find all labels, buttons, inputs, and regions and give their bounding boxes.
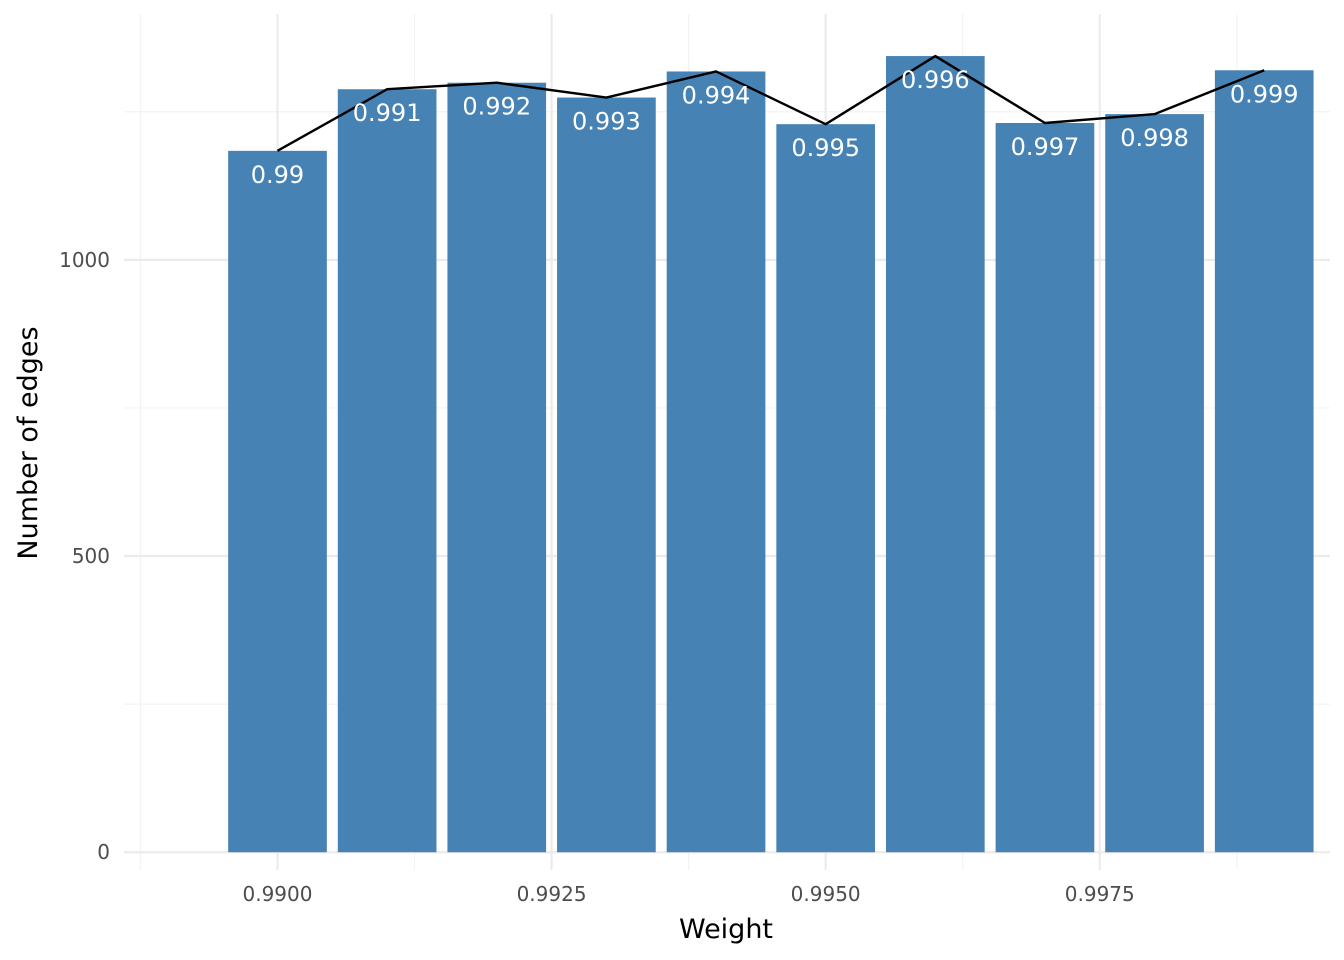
bar-value-label: 0.998	[1120, 124, 1189, 152]
trend-line	[276, 54, 1265, 152]
bar	[666, 71, 766, 853]
bars	[228, 56, 1314, 853]
x-tick-label: 0.9975	[1065, 882, 1135, 906]
bar	[557, 97, 656, 853]
bar-value-label: 0.991	[353, 99, 422, 127]
bar-value-label: 0.997	[1011, 133, 1080, 161]
bar-value-label: 0.993	[572, 108, 641, 136]
bar	[1105, 114, 1204, 853]
y-tick-label: 1000	[59, 248, 110, 272]
x-tick-label: 0.9900	[242, 882, 312, 906]
bar-value-label: 0.99	[251, 161, 304, 189]
bar	[776, 124, 876, 853]
bar	[337, 89, 437, 853]
bar-value-label: 0.992	[462, 93, 531, 121]
y-tick-label: 500	[72, 544, 110, 568]
bar-value-label: 0.996	[901, 66, 970, 94]
x-tick-label: 0.9950	[791, 882, 861, 906]
bar	[1214, 70, 1314, 853]
x-tick-label: 0.9925	[517, 882, 587, 906]
bar-value-label: 0.994	[682, 81, 751, 109]
trend-line-path	[276, 54, 1265, 152]
bar-value-label: 0.995	[791, 134, 860, 162]
y-tick-label: 0	[97, 840, 110, 864]
bar	[447, 82, 547, 853]
axes: 0 500 1000 0.9900 0.9925 0.9950 0.9975	[59, 248, 1135, 906]
x-axis-title: Weight	[679, 914, 773, 945]
bar-value-label: 0.999	[1230, 80, 1299, 108]
bar-labels: 0.99 0.991 0.992 0.993 0.994 0.995 0.996 0.997 0…	[251, 66, 1299, 189]
bar	[885, 56, 985, 853]
bar	[228, 150, 327, 853]
bar	[995, 122, 1095, 853]
y-axis-title: Number of edges	[13, 326, 44, 559]
